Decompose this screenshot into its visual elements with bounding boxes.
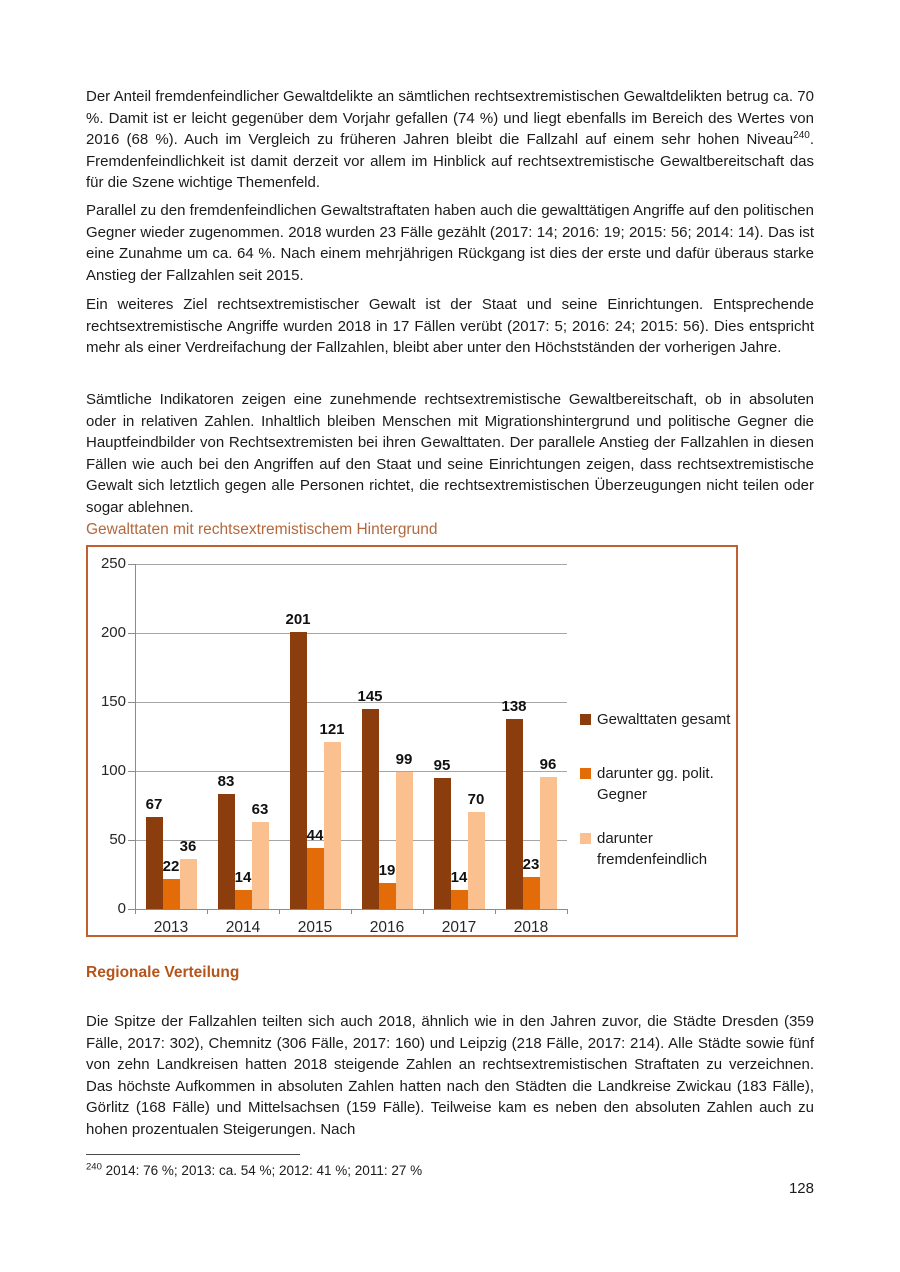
legend-entry-2: darunter fremdenfeindlich xyxy=(580,828,732,870)
bar-2017-series-0 xyxy=(433,777,451,909)
bar-value-label: 95 xyxy=(433,756,451,774)
section-heading: Regionale Verteilung xyxy=(86,964,240,981)
x-axis-label-2015: 2015 xyxy=(297,919,333,936)
x-axis-tick xyxy=(567,909,568,914)
bar-2013-series-2 xyxy=(179,859,197,909)
x-axis-tick xyxy=(279,909,280,914)
bar-2016-series-2 xyxy=(395,772,413,909)
page-number: 128 xyxy=(788,1180,814,1197)
bar-2014-series-1 xyxy=(234,889,252,909)
y-axis-label-200: 200 xyxy=(100,624,126,641)
x-axis-label-2018: 2018 xyxy=(513,919,549,936)
legend-entry-1: darunter gg. polit. Gegner xyxy=(580,763,732,805)
legend-label: darunter fremdenfeindlich xyxy=(597,830,708,868)
bar-2014-series-0 xyxy=(217,794,235,909)
x-axis-tick xyxy=(135,909,136,914)
bar-2018-series-2 xyxy=(539,776,557,909)
bar-value-label: 22 xyxy=(162,857,180,875)
paragraph-1: Der Anteil fremdenfeindlicher Gewaltdeli… xyxy=(86,86,814,194)
x-axis-label-2016: 2016 xyxy=(369,919,405,936)
y-axis-tick xyxy=(128,633,135,634)
bar-value-label: 19 xyxy=(378,861,396,879)
gridline-50 xyxy=(135,840,567,841)
y-axis-label-100: 100 xyxy=(100,762,126,779)
bar-2013-series-1 xyxy=(162,878,180,909)
bar-value-label: 83 xyxy=(217,773,235,791)
bar-chart: Gewalttaten gesamt darunter gg. polit. Ge… xyxy=(86,545,738,937)
paragraph-3: Ein weiteres Ziel rechtsextremistischer … xyxy=(86,296,814,356)
chart-legend: Gewalttaten gesamt darunter gg. polit. Ge… xyxy=(580,709,732,903)
x-axis-tick xyxy=(351,909,352,914)
y-axis-label-150: 150 xyxy=(100,693,126,710)
legend-label: Gewalttaten gesamt xyxy=(597,711,731,728)
bar-2015-series-2 xyxy=(323,742,341,909)
bar-value-label: 121 xyxy=(319,721,345,739)
legend-entry-0: Gewalttaten gesamt xyxy=(580,709,732,730)
footnote-separator xyxy=(86,1154,300,1155)
legend-label: darunter gg. polit. Gegner xyxy=(597,765,714,803)
paragraph-1-text-continued: . Fremdenfeindlichkeit ist damit derzeit… xyxy=(86,131,814,191)
y-axis-tick xyxy=(128,909,135,910)
footnote: 240 2014: 76 %; 2013: ca. 54 %; 2012: 41… xyxy=(86,1162,814,1180)
bar-2018-series-0 xyxy=(505,718,523,909)
bar-value-label: 201 xyxy=(285,610,311,628)
gridline-150 xyxy=(135,702,567,703)
legend-swatch-icon xyxy=(580,714,591,725)
x-axis-tick xyxy=(495,909,496,914)
bar-value-label: 14 xyxy=(234,868,252,886)
y-axis-line xyxy=(135,564,136,910)
y-axis-tick xyxy=(128,771,135,772)
legend-swatch-icon xyxy=(580,833,591,844)
bar-value-label: 44 xyxy=(306,827,324,845)
bar-2015-series-1 xyxy=(306,848,324,909)
paragraph-4: Sämtliche Indikatoren zeigen eine zunehm… xyxy=(86,391,814,516)
bar-value-label: 138 xyxy=(501,697,527,715)
bar-value-label: 23 xyxy=(522,856,540,874)
paragraph-1-text: Der Anteil fremdenfeindlicher Gewaltdeli… xyxy=(86,88,814,148)
bar-value-label: 67 xyxy=(145,795,163,813)
y-axis-tick xyxy=(128,702,135,703)
bar-value-label: 14 xyxy=(450,868,468,886)
x-axis-tick xyxy=(423,909,424,914)
bar-2018-series-1 xyxy=(522,877,540,909)
bar-2015-series-0 xyxy=(289,631,307,909)
x-axis-tick xyxy=(207,909,208,914)
footnote-marker: 240 xyxy=(86,1161,102,1173)
y-axis-label-0: 0 xyxy=(117,900,126,917)
bar-2017-series-2 xyxy=(467,812,485,909)
bar-2016-series-1 xyxy=(378,882,396,909)
x-axis-label-2017: 2017 xyxy=(441,919,477,936)
bar-value-label: 96 xyxy=(539,755,557,773)
x-axis-label-2014: 2014 xyxy=(225,919,261,936)
gridline-100 xyxy=(135,771,567,772)
gridline-250 xyxy=(135,564,567,565)
bar-value-label: 70 xyxy=(467,791,485,809)
bar-value-label: 145 xyxy=(357,687,383,705)
bar-value-label: 63 xyxy=(251,801,269,819)
gridline-200 xyxy=(135,633,567,634)
bar-2014-series-2 xyxy=(251,822,269,909)
footnote-reference-240: 240 xyxy=(793,130,810,141)
y-axis-label-50: 50 xyxy=(109,831,126,848)
bar-2013-series-0 xyxy=(145,816,163,909)
y-axis-tick xyxy=(128,840,135,841)
y-axis-label-250: 250 xyxy=(100,555,126,572)
legend-swatch-icon xyxy=(580,768,591,779)
x-axis-label-2013: 2013 xyxy=(153,919,189,936)
bar-2017-series-1 xyxy=(450,889,468,909)
paragraph-5: Die Spitze der Fallzahlen teilten sich a… xyxy=(86,1013,814,1138)
bar-value-label: 36 xyxy=(179,838,197,856)
y-axis-tick xyxy=(128,564,135,565)
bar-2016-series-0 xyxy=(361,708,379,909)
bar-value-label: 99 xyxy=(395,751,413,769)
footnote-text: 2014: 76 %; 2013: ca. 54 %; 2012: 41 %; … xyxy=(105,1163,423,1178)
paragraph-2: Parallel zu den fremdenfeindlichen Gewal… xyxy=(86,202,814,284)
chart-title: Gewalttaten mit rechtsextremistischem Hi… xyxy=(86,521,438,538)
